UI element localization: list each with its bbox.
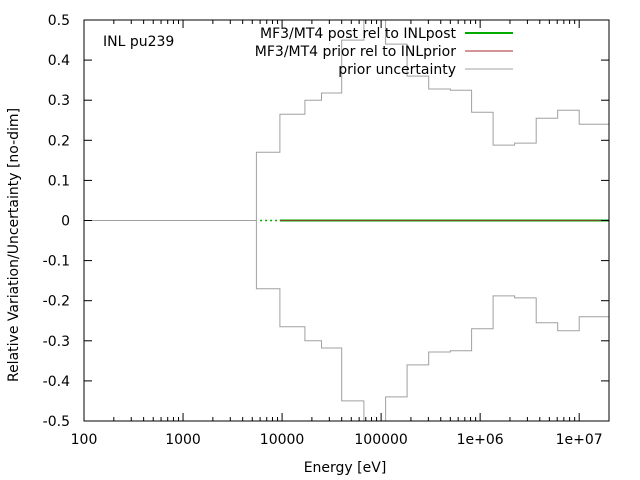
chart-annotation: INL pu239 bbox=[103, 34, 174, 50]
y-tick-label: 0.1 bbox=[48, 173, 70, 189]
y-tick-label: 0.5 bbox=[48, 13, 70, 29]
uncertainty-upper-line bbox=[84, 20, 609, 221]
y-tick-label: 0.4 bbox=[48, 53, 70, 69]
x-tick-label: 1000 bbox=[165, 432, 201, 448]
x-tick-label: 10000 bbox=[260, 432, 305, 448]
legend-label-prior: MF3/MT4 prior rel to INLprior bbox=[255, 44, 456, 60]
legend-label-uncertainty: prior uncertainty bbox=[338, 62, 456, 78]
y-tick-label: -0.2 bbox=[43, 294, 70, 310]
x-tick-label: 1e+06 bbox=[457, 432, 504, 448]
y-tick-label: -0.5 bbox=[43, 414, 70, 430]
x-tick-label: 1e+07 bbox=[556, 432, 603, 448]
x-axis-label: Energy [eV] bbox=[304, 460, 387, 476]
x-tick-label: 100 bbox=[71, 432, 98, 448]
y-tick-label: -0.3 bbox=[43, 334, 70, 350]
y-tick-label: 0 bbox=[61, 214, 70, 230]
y-tick-label: 0.3 bbox=[48, 93, 70, 109]
y-tick-label: -0.1 bbox=[43, 254, 70, 270]
x-tick-label: 100000 bbox=[354, 432, 407, 448]
y-tick-label: 0.2 bbox=[48, 133, 70, 149]
legend-entry-uncertainty: prior uncertainty bbox=[338, 62, 513, 78]
legend-entry-post: MF3/MT4 post rel to INLpost bbox=[260, 26, 513, 42]
legend-entry-prior: MF3/MT4 prior rel to INLprior bbox=[255, 44, 513, 60]
uncertainty-lower-line bbox=[84, 220, 609, 421]
plot-data bbox=[84, 20, 609, 421]
y-tick-label: -0.4 bbox=[43, 374, 70, 390]
legend-label-post: MF3/MT4 post rel to INLpost bbox=[260, 26, 456, 42]
y-axis-label: Relative Variation/Uncertainty [no-dim] bbox=[6, 108, 22, 382]
legend: MF3/MT4 post rel to INLpost MF3/MT4 prio… bbox=[255, 26, 513, 78]
